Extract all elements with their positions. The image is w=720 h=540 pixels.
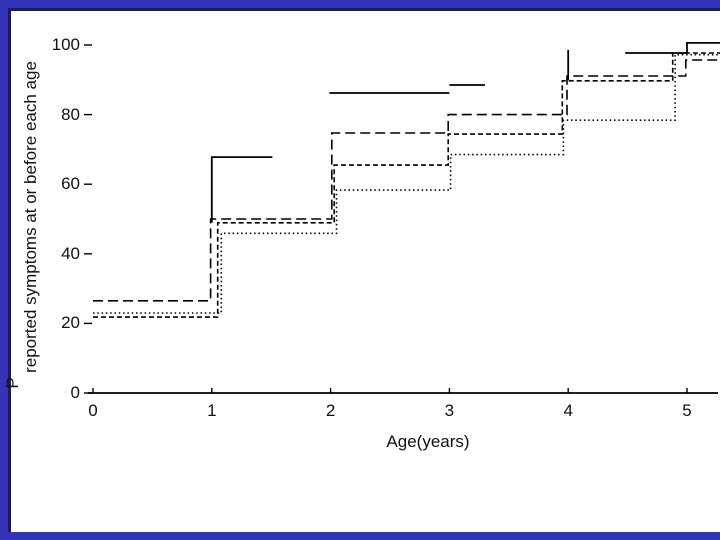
y-tick-label: 100 — [51, 35, 80, 54]
y-tick-label: 60 — [61, 174, 80, 194]
x-axis-title: Age(years) — [386, 432, 470, 451]
y-tick-label: 0 — [70, 383, 80, 402]
chart-panel — [8, 8, 720, 532]
y-axis-title: reported symptoms at or before each age — [21, 61, 40, 373]
y-tick-label: 80 — [61, 104, 80, 124]
x-tick-label: 0 — [88, 401, 98, 420]
y-tick-label: 40 — [61, 243, 80, 263]
x-tick-label: 5 — [682, 401, 692, 420]
x-tick-label: 2 — [325, 401, 336, 420]
y-axis-title-prefix: P — [3, 377, 22, 389]
x-tick-label: 3 — [444, 401, 455, 420]
x-tick-label: 4 — [563, 401, 573, 420]
x-tick-label: 1 — [207, 401, 217, 420]
y-tick-label: 20 — [61, 313, 80, 333]
